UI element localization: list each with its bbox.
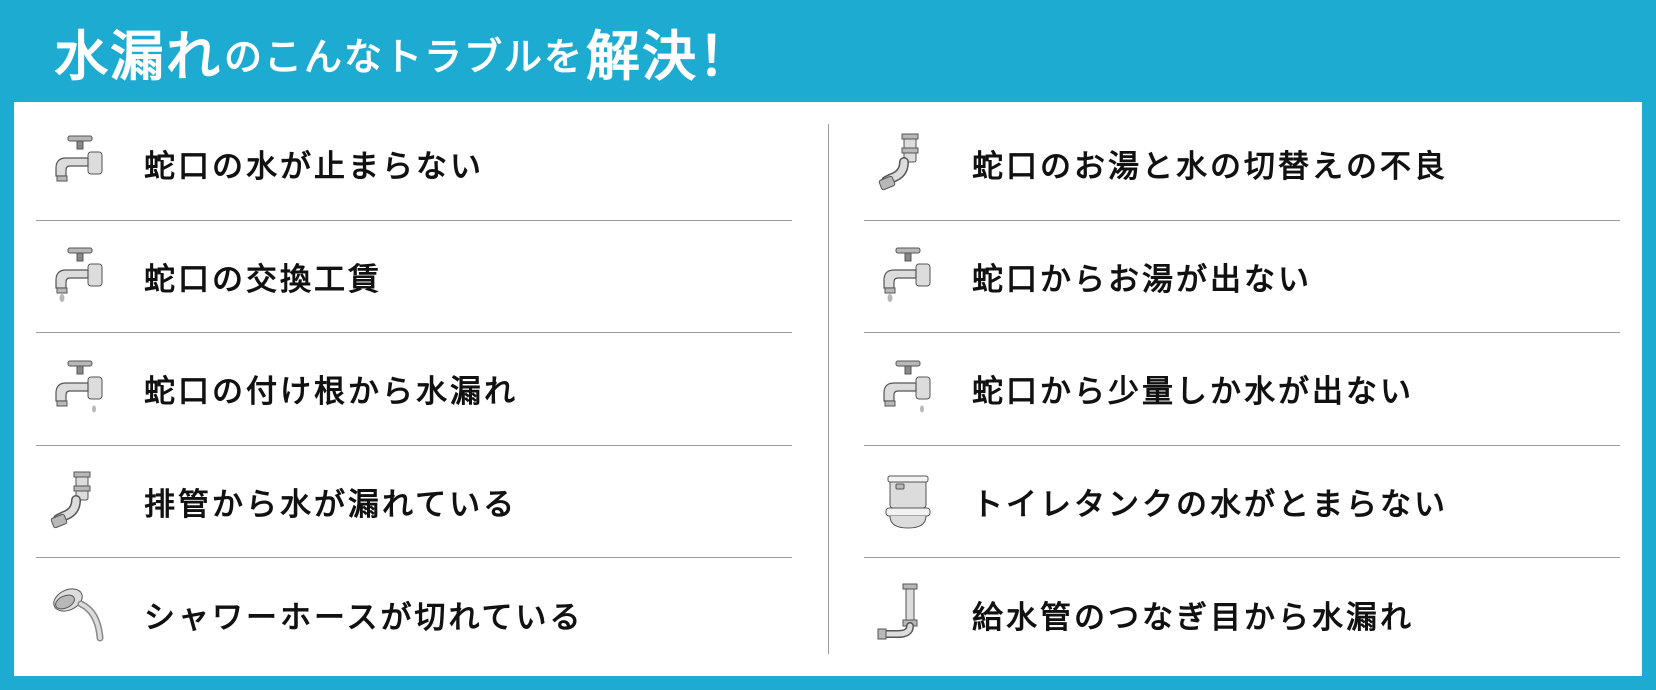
faucet-leak-icon xyxy=(44,353,116,425)
list-item: 蛇口から少量しか水が出ない xyxy=(864,333,1620,446)
list-item: 蛇口の付け根から水漏れ xyxy=(36,333,792,446)
item-label: トイレタンクの水がとまらない xyxy=(972,479,1448,524)
list-item: 蛇口の水が止まらない xyxy=(36,108,792,221)
list-item: 給水管のつなぎ目から水漏れ xyxy=(864,558,1620,670)
item-label: 蛇口からお湯が出ない xyxy=(972,254,1312,299)
shower-icon xyxy=(44,578,116,650)
right-column: 蛇口のお湯と水の切替えの不良 蛇口からお湯が出ない 蛇口から少量しか水が出ない xyxy=(828,108,1642,670)
faucet-drip-icon xyxy=(44,240,116,312)
faucet-icon xyxy=(44,128,116,200)
item-label: 給水管のつなぎ目から水漏れ xyxy=(972,592,1414,637)
header-part1: 水漏れ xyxy=(54,12,222,91)
list-item: トイレタンクの水がとまらない xyxy=(864,446,1620,559)
item-label: 蛇口から少量しか水が出ない xyxy=(972,366,1414,411)
panel-body: 蛇口の水が止まらない 蛇口の交換工賃 蛇口の付け根から水漏れ xyxy=(14,102,1642,676)
header-part2: のこんなトラブルを xyxy=(224,26,584,81)
supply-pipe-icon xyxy=(872,578,944,650)
header-part3: 解決！ xyxy=(586,12,754,91)
faucet-drip-icon xyxy=(872,240,944,312)
list-item: 蛇口の交換工賃 xyxy=(36,221,792,334)
item-label: 蛇口のお湯と水の切替えの不良 xyxy=(972,141,1448,186)
faucet-leak-icon xyxy=(872,353,944,425)
toilet-icon xyxy=(872,466,944,538)
panel-header: 水漏れ のこんなトラブルを 解決！ xyxy=(14,0,1642,102)
item-label: 蛇口の水が止まらない xyxy=(144,141,484,186)
left-column: 蛇口の水が止まらない 蛇口の交換工賃 蛇口の付け根から水漏れ xyxy=(14,108,828,670)
list-item: シャワーホースが切れている xyxy=(36,558,792,670)
column-divider xyxy=(828,124,829,654)
item-label: 蛇口の付け根から水漏れ xyxy=(144,366,518,411)
list-item: 蛇口のお湯と水の切替えの不良 xyxy=(864,108,1620,221)
list-item: 蛇口からお湯が出ない xyxy=(864,221,1620,334)
pipe-icon xyxy=(872,128,944,200)
pipe-icon xyxy=(44,466,116,538)
list-item: 排管から水が漏れている xyxy=(36,446,792,559)
item-label: 排管から水が漏れている xyxy=(144,479,517,524)
item-label: 蛇口の交換工賃 xyxy=(144,254,382,299)
trouble-panel: 水漏れ のこんなトラブルを 解決！ 蛇口の水が止まらない 蛇口の交換工賃 xyxy=(0,0,1656,690)
item-label: シャワーホースが切れている xyxy=(144,592,584,637)
